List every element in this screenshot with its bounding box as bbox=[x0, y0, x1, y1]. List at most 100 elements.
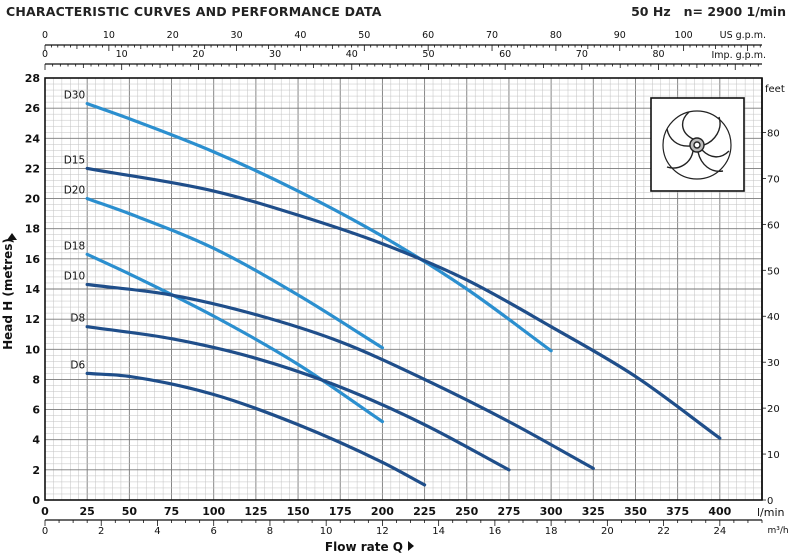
lmin-tick-label: 375 bbox=[666, 505, 689, 518]
chart-axes bbox=[44, 44, 766, 526]
m3h-tick-label: 16 bbox=[489, 526, 502, 537]
frequency-label: 50 Hz bbox=[631, 4, 671, 19]
series-label-d10: D10 bbox=[64, 270, 85, 282]
imp-gpm-tick-label: 80 bbox=[653, 49, 665, 60]
us-gpm-tick-label: 90 bbox=[614, 30, 626, 41]
lmin-tick-label: 250 bbox=[455, 505, 478, 518]
series-label-d30: D30 bbox=[64, 90, 85, 102]
us-gpm-tick-label: 30 bbox=[231, 30, 243, 41]
m3h-tick-label: 24 bbox=[713, 526, 726, 537]
lmin-tick-label: 275 bbox=[497, 505, 520, 518]
lmin-tick-label: 100 bbox=[202, 505, 225, 518]
y-tick-label: 26 bbox=[25, 102, 41, 115]
x-axis-label: Flow rate Q bbox=[325, 540, 403, 553]
lmin-tick-label: 300 bbox=[540, 505, 563, 518]
series-line-d20 bbox=[85, 196, 385, 350]
frequency-speed-label: 50 Hz n= 2900 1/min bbox=[631, 4, 786, 19]
y-tick-label: 16 bbox=[25, 253, 41, 266]
lmin-tick-label: 225 bbox=[413, 505, 436, 518]
series-line-d10 bbox=[85, 282, 595, 470]
m3h-tick-label: 8 bbox=[267, 526, 273, 537]
us-gpm-tick-label: 0 bbox=[42, 30, 48, 41]
m3h-tick-label: 14 bbox=[432, 526, 445, 537]
feet-tick-label: 10 bbox=[767, 450, 780, 461]
m3h-tick-label: 12 bbox=[376, 526, 389, 537]
lmin-tick-label: 200 bbox=[371, 505, 394, 518]
us-gpm-tick-label: 10 bbox=[103, 30, 115, 41]
y-axis-arrow bbox=[7, 233, 17, 240]
y-tick-label: 24 bbox=[25, 132, 41, 145]
y-tick-label: 0 bbox=[32, 494, 40, 507]
us-gpm-tick-label: 20 bbox=[167, 30, 179, 41]
feet-tick-label: 0 bbox=[767, 496, 773, 507]
us-gpm-tick-label: 100 bbox=[675, 30, 693, 41]
feet-tick-label: 30 bbox=[767, 358, 780, 369]
lmin-tick-label: 350 bbox=[624, 505, 647, 518]
y-tick-label: 4 bbox=[32, 434, 40, 447]
lmin-tick-label: 75 bbox=[164, 505, 179, 518]
series-line-d8 bbox=[85, 325, 511, 472]
feet-tick-label: 60 bbox=[767, 220, 780, 231]
m3h-tick-label: 0 bbox=[42, 526, 48, 537]
imp-gpm-tick-label: 50 bbox=[422, 49, 434, 60]
lmin-tick-label: 0 bbox=[41, 505, 49, 518]
y-axis-label: Head H (metres) bbox=[1, 238, 15, 350]
m3h-tick-label: 10 bbox=[320, 526, 333, 537]
lmin-tick-label: 50 bbox=[122, 505, 138, 518]
series-line-d30 bbox=[85, 102, 553, 353]
series-label-d20: D20 bbox=[64, 185, 85, 197]
y-tick-label: 8 bbox=[32, 373, 40, 386]
feet-tick-label: 20 bbox=[767, 404, 780, 415]
y-tick-label: 18 bbox=[25, 223, 40, 236]
m3h-unit: m³/h bbox=[767, 526, 788, 536]
series-label-d15: D15 bbox=[64, 154, 85, 166]
y-tick-label: 20 bbox=[25, 193, 41, 206]
feet-tick-label: 50 bbox=[767, 266, 780, 277]
series-label-d18: D18 bbox=[64, 240, 85, 252]
series-line-d18 bbox=[85, 252, 385, 424]
lmin-tick-label: 325 bbox=[582, 505, 605, 518]
m3h-tick-label: 22 bbox=[657, 526, 670, 537]
series-label-d6: D6 bbox=[70, 359, 85, 371]
series-line-d15 bbox=[85, 166, 722, 440]
m3h-tick-label: 6 bbox=[211, 526, 217, 537]
y-tick-label: 10 bbox=[25, 343, 41, 356]
imp-gpm-tick-label: 30 bbox=[269, 49, 281, 60]
imp-gpm-tick-label: 0 bbox=[42, 49, 48, 60]
m3h-tick-label: 2 bbox=[98, 526, 104, 537]
feet-tick-label: 70 bbox=[767, 174, 780, 185]
m3h-tick-label: 4 bbox=[154, 526, 160, 537]
feet-unit: feet bbox=[765, 84, 785, 95]
lmin-tick-label: 175 bbox=[329, 505, 352, 518]
lmin-tick-label: 150 bbox=[287, 505, 310, 518]
y-tick-label: 28 bbox=[25, 72, 40, 85]
us-gpm-tick-label: 60 bbox=[422, 30, 434, 41]
x-axis-arrow bbox=[408, 541, 414, 551]
m3h-tick-label: 18 bbox=[545, 526, 558, 537]
y-tick-label: 22 bbox=[25, 162, 40, 175]
y-tick-label: 6 bbox=[32, 404, 40, 417]
m3h-tick-label: 20 bbox=[601, 526, 614, 537]
imp-gpm-tick-label: 70 bbox=[576, 49, 588, 60]
lmin-tick-label: 400 bbox=[708, 505, 731, 518]
imp-gpm-tick-label: 40 bbox=[346, 49, 358, 60]
imp-gpm-tick-label: 60 bbox=[499, 49, 511, 60]
y-tick-label: 14 bbox=[25, 283, 41, 296]
imp-gpm-tick-label: 10 bbox=[116, 49, 128, 60]
us-gpm-unit: US g.p.m. bbox=[720, 30, 766, 41]
y-tick-label: 2 bbox=[32, 464, 40, 477]
feet-tick-label: 40 bbox=[767, 312, 780, 323]
feet-tick-label: 80 bbox=[767, 128, 780, 139]
y-tick-label: 12 bbox=[25, 313, 40, 326]
speed-label: n= 2900 1/min bbox=[683, 4, 786, 19]
impeller-icon bbox=[650, 97, 745, 192]
lmin-tick-label: 25 bbox=[80, 505, 95, 518]
imp-gpm-tick-label: 20 bbox=[192, 49, 204, 60]
lmin-tick-label: 125 bbox=[244, 505, 267, 518]
chart-title: CHARACTERISTIC CURVES AND PERFORMANCE DA… bbox=[6, 4, 382, 19]
series-line-d6 bbox=[85, 371, 427, 487]
us-gpm-tick-label: 50 bbox=[358, 30, 370, 41]
imp-gpm-unit: Imp. g.p.m. bbox=[712, 50, 767, 61]
series-label-d8: D8 bbox=[70, 313, 85, 325]
